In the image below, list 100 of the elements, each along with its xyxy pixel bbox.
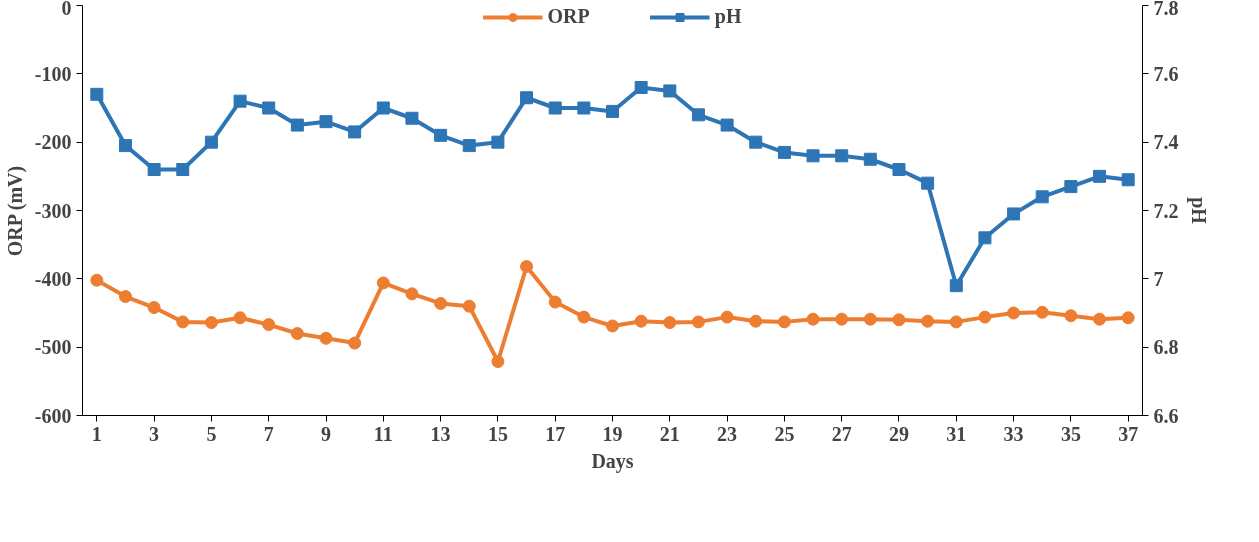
x-tick-label: 17 — [545, 422, 566, 445]
point — [462, 139, 476, 153]
point — [348, 125, 362, 139]
point — [520, 260, 534, 274]
point — [405, 287, 419, 301]
x-tick-label: 3 — [149, 422, 160, 445]
y-tick-label: -200 — [34, 131, 72, 154]
point — [1007, 207, 1021, 221]
point — [1064, 309, 1078, 323]
point — [204, 135, 218, 149]
point — [606, 319, 619, 333]
point — [634, 81, 648, 94]
x-tick-label: 35 — [1060, 422, 1081, 445]
point — [777, 315, 791, 329]
point — [663, 84, 677, 98]
y2-tick-label: 7.6 — [1153, 62, 1179, 85]
point — [949, 279, 963, 293]
point — [90, 87, 104, 101]
x-axis-title: Days — [591, 449, 634, 473]
point — [921, 176, 935, 190]
point — [548, 101, 562, 115]
x-tick-label: 25 — [774, 422, 795, 445]
point — [520, 91, 534, 105]
y2-tick-label: 7.4 — [1153, 131, 1179, 154]
point — [290, 118, 304, 132]
point — [691, 315, 705, 329]
y-tick-label: -300 — [34, 199, 72, 222]
point — [491, 355, 505, 368]
point — [548, 295, 562, 309]
point — [118, 290, 132, 304]
point — [434, 128, 448, 142]
point — [233, 94, 247, 108]
point — [90, 273, 104, 287]
x-tick-label: 21 — [659, 422, 680, 445]
y2-axis-title: pH — [1186, 197, 1210, 225]
point — [663, 316, 677, 330]
point — [720, 118, 734, 132]
point — [892, 313, 906, 327]
point — [892, 163, 906, 176]
x-tick-label: 19 — [602, 422, 623, 445]
legend-label: pH — [714, 5, 742, 28]
point — [806, 312, 820, 326]
point — [634, 314, 648, 328]
point — [1064, 180, 1078, 194]
x-tick-label: 1 — [91, 422, 102, 445]
point — [1035, 305, 1049, 319]
x-tick-label: 15 — [487, 422, 508, 445]
point — [806, 149, 820, 163]
point — [978, 231, 992, 245]
point — [978, 310, 992, 324]
y2-tick-label: 7 — [1153, 267, 1164, 290]
point — [262, 101, 276, 115]
y-axis-title: ORP (mV) — [3, 165, 27, 257]
y-tick-label: -100 — [34, 62, 72, 85]
x-tick-label: 9 — [321, 422, 332, 445]
x-tick-label: 37 — [1118, 422, 1139, 445]
point — [262, 318, 276, 332]
point — [118, 139, 132, 153]
point — [491, 135, 505, 149]
point — [376, 276, 390, 290]
point — [176, 315, 190, 329]
point — [290, 327, 304, 340]
x-tick-label: 5 — [206, 422, 217, 445]
point — [233, 311, 247, 325]
point — [1121, 173, 1135, 187]
x-tick-label: 31 — [946, 422, 967, 445]
y2-tick-label: 6.8 — [1153, 336, 1179, 359]
y2-tick-label: 6.6 — [1153, 404, 1179, 427]
point — [147, 163, 161, 176]
point — [204, 316, 218, 330]
legend-label: ORP — [547, 5, 590, 28]
point — [835, 149, 849, 163]
point — [376, 101, 390, 115]
x-tick-label: 29 — [888, 422, 909, 445]
point — [921, 314, 935, 328]
point — [577, 310, 591, 324]
point — [1035, 190, 1049, 204]
y-tick-label: -600 — [34, 404, 72, 427]
x-tick-label: 27 — [831, 422, 852, 445]
point — [319, 331, 333, 345]
point — [691, 108, 705, 122]
point — [749, 135, 763, 149]
point — [749, 314, 763, 328]
point — [863, 152, 877, 166]
point — [434, 296, 448, 310]
point — [348, 336, 362, 350]
x-tick-label: 33 — [1003, 422, 1024, 445]
point — [606, 104, 619, 118]
y2-tick-label: 7.8 — [1153, 0, 1179, 19]
point — [147, 301, 161, 315]
x-tick-label: 13 — [430, 422, 451, 445]
point — [577, 101, 591, 115]
point — [176, 163, 190, 176]
point — [863, 312, 877, 326]
y-tick-label: 0 — [61, 0, 72, 19]
x-tick-label: 11 — [373, 422, 393, 445]
point — [405, 111, 419, 125]
y-tick-label: -400 — [34, 267, 72, 290]
point — [1007, 306, 1021, 320]
x-tick-label: 23 — [717, 422, 738, 445]
